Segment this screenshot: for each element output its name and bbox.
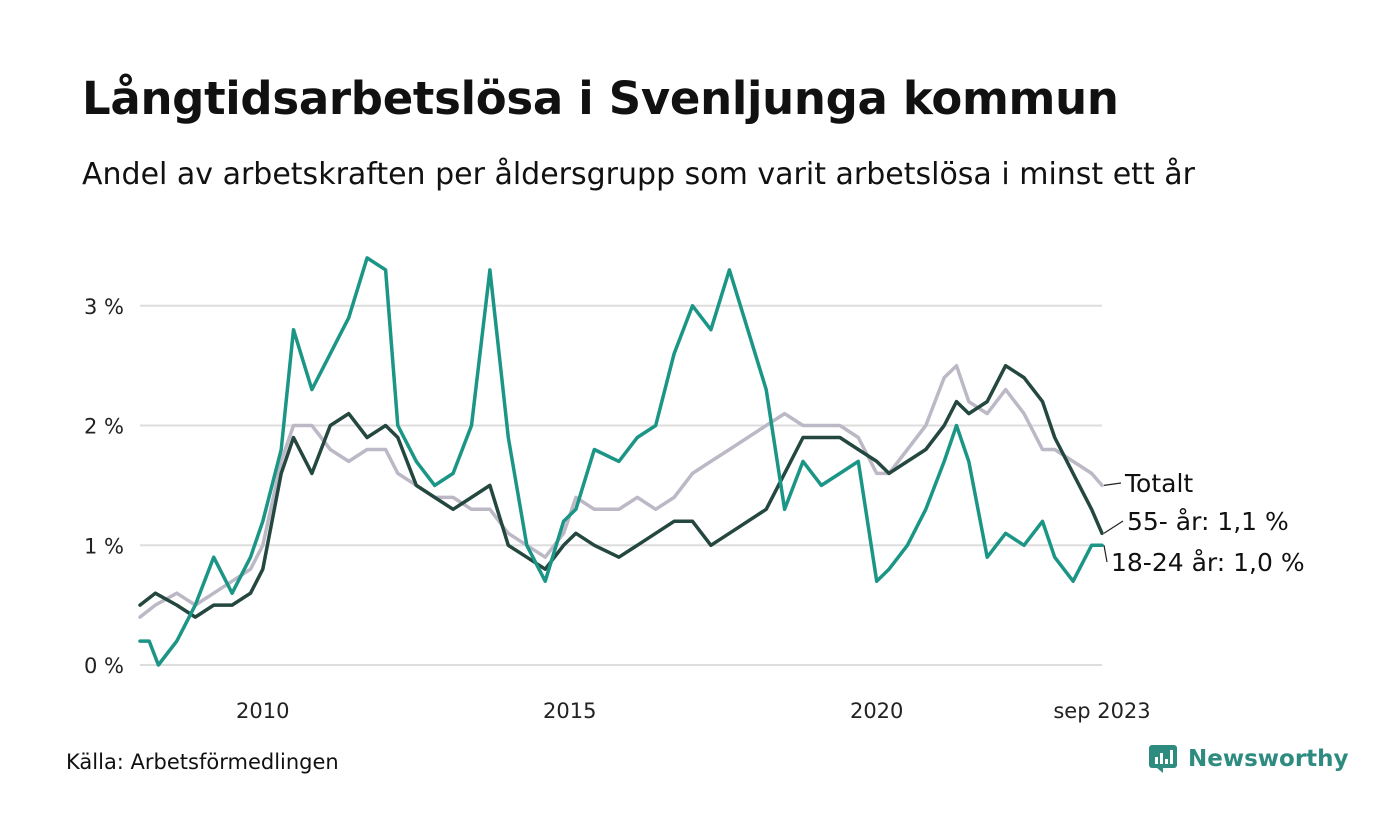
brand-name: Newsworthy bbox=[1188, 746, 1349, 772]
label-connector-1 bbox=[1103, 520, 1124, 534]
source-note: Källa: Arbetsförmedlingen bbox=[66, 750, 339, 774]
x-tick-label: sep 2023 bbox=[1053, 699, 1150, 723]
newsworthy-logo-icon bbox=[1149, 745, 1177, 773]
grid-lines bbox=[140, 304, 1102, 666]
brand-logo: Newsworthy bbox=[1148, 744, 1349, 774]
label-connector-0 bbox=[1103, 482, 1122, 486]
y-axis-ticks: 0 % 1 % 2 % 3 % bbox=[84, 295, 124, 678]
series-lines bbox=[138, 256, 1104, 667]
x-axis-ticks: 2010 2015 2020 sep 2023 bbox=[236, 699, 1151, 723]
series-end-label: Totalt bbox=[1124, 469, 1193, 498]
x-tick-label: 2015 bbox=[543, 699, 596, 723]
chart-subtitle: Andel av arbetskraften per åldersgrupp s… bbox=[82, 157, 1195, 192]
y-tick-label: 2 % bbox=[84, 415, 124, 439]
series-end-labels: Totalt 55- år: 1,1 % 18-24 år: 1,0 % bbox=[1103, 469, 1305, 577]
label-connector-2 bbox=[1103, 545, 1108, 563]
x-tick-label: 2010 bbox=[236, 699, 289, 723]
series-line-0 bbox=[138, 363, 1104, 619]
series-end-label: 55- år: 1,1 % bbox=[1127, 507, 1289, 536]
y-tick-label: 3 % bbox=[84, 295, 124, 319]
series-line-2 bbox=[138, 256, 1104, 667]
y-tick-label: 0 % bbox=[84, 654, 124, 678]
series-line-1 bbox=[138, 363, 1104, 619]
chart-title: Långtidsarbetslösa i Svenljunga kommun bbox=[82, 72, 1119, 125]
x-tick-label: 2020 bbox=[850, 699, 903, 723]
y-tick-label: 1 % bbox=[84, 534, 124, 558]
series-end-label: 18-24 år: 1,0 % bbox=[1111, 548, 1305, 577]
